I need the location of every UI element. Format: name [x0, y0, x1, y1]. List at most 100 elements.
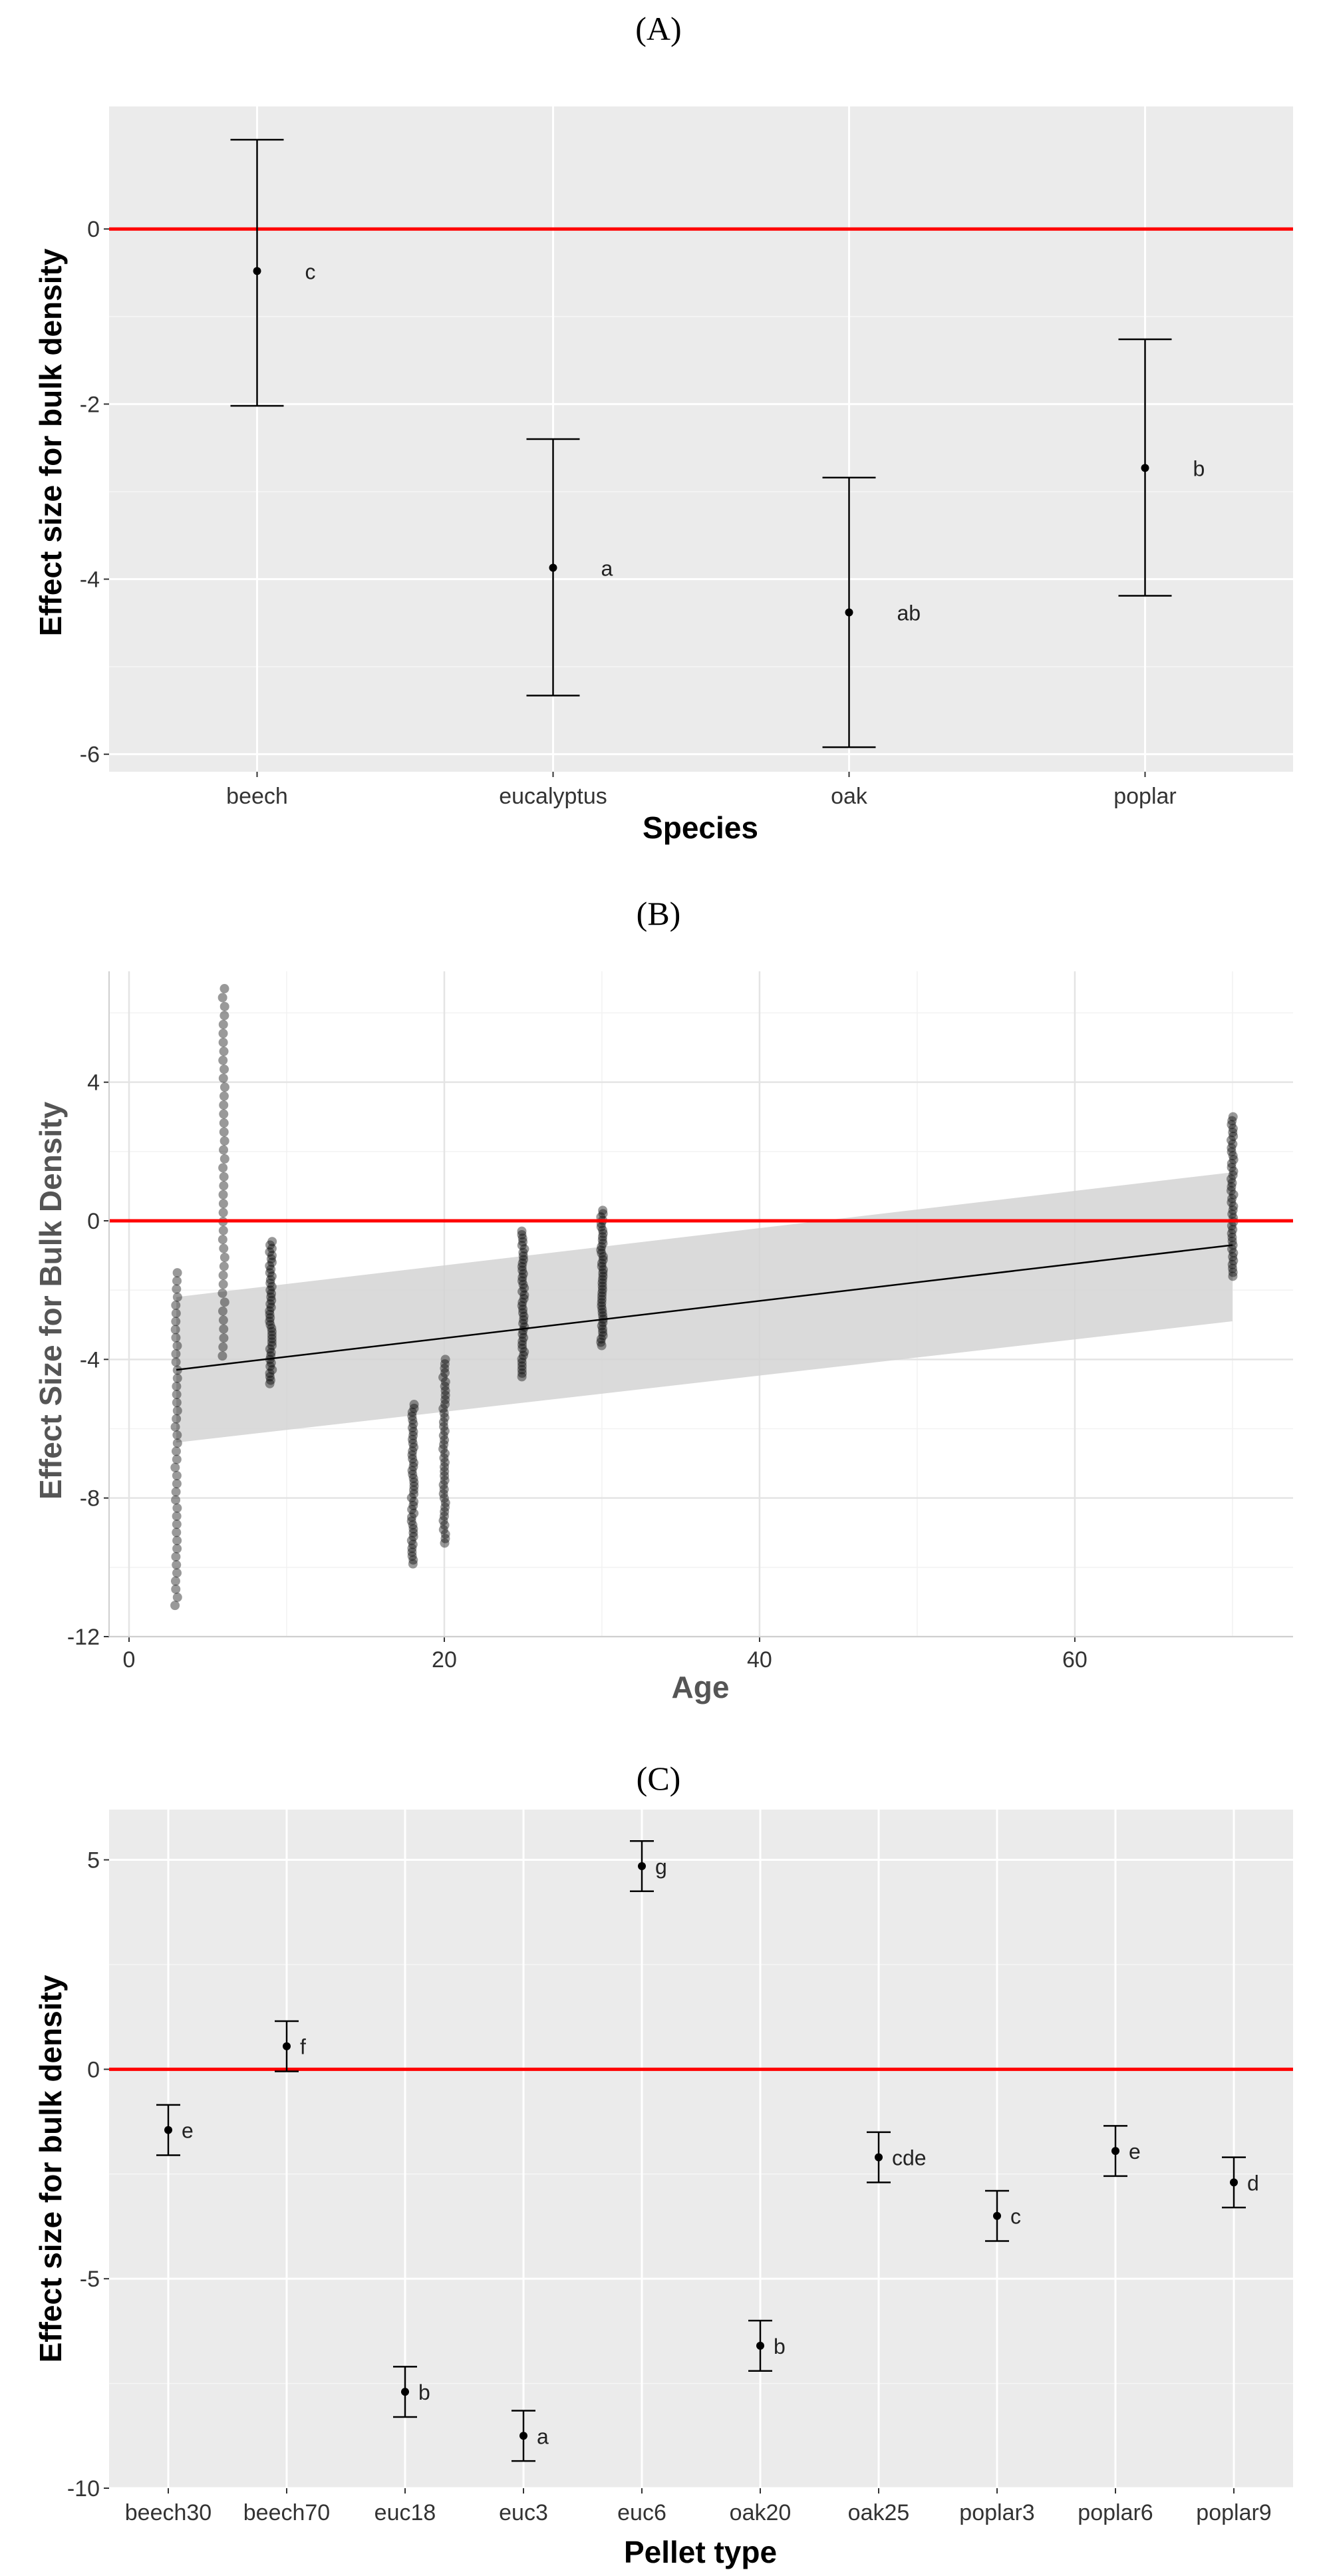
panel-b-data-point: [220, 1082, 229, 1092]
panel-b-data-point: [220, 1001, 229, 1011]
panel-b-data-point: [170, 1576, 180, 1586]
panel-b-data-point: [172, 1535, 182, 1545]
panel-b-data-point: [1228, 1170, 1238, 1180]
panel-b-data-point: [218, 1225, 228, 1235]
panel-c-x-tick-label: oak20: [730, 2500, 792, 2525]
panel-b-data-point: [170, 1601, 180, 1611]
panel-b-data-point: [407, 1423, 417, 1433]
panel-b-data-point: [517, 1358, 527, 1368]
panel-b-data-point: [219, 1145, 229, 1155]
panel-b-data-point: [1227, 1209, 1237, 1219]
panel-b-data-point: [1226, 1186, 1236, 1196]
panel-b-data-point: [172, 1454, 182, 1464]
panel-b-data-point: [266, 1347, 276, 1357]
panel-b-y-tick-label: -4: [80, 1347, 100, 1372]
panel-b-data-point: [438, 1525, 448, 1535]
panel-b-data-point: [408, 1474, 418, 1484]
panel-c-plot-background: [109, 1810, 1293, 2488]
panel-b-data-point: [598, 1268, 608, 1278]
panel-b-data-point: [597, 1258, 607, 1268]
panel-c-data-point: [283, 2042, 291, 2050]
panel-b-data-point: [596, 1334, 606, 1344]
panel-c-y-tick-label: 0: [87, 2057, 100, 2082]
panel-b-data-point: [408, 1430, 418, 1440]
panel-b-data-point: [172, 1520, 182, 1530]
panel-b-data-point: [1229, 1166, 1239, 1176]
panel-b-data-point: [172, 1438, 182, 1448]
panel-b-data-point: [597, 1275, 607, 1285]
panel-b-data-point: [267, 1257, 277, 1267]
panel-b-data-point: [597, 1301, 607, 1311]
panel-b-data-point: [172, 1560, 182, 1570]
panel-a-x-label: Species: [643, 810, 758, 845]
panel-b-data-point: [440, 1394, 450, 1404]
panel-b-data-point: [1229, 1248, 1239, 1258]
panel-b-data-point: [265, 1378, 275, 1388]
panel-a-x-tick-label: poplar: [1113, 784, 1177, 809]
panel-b-data-point: [408, 1470, 418, 1480]
panel-c-x-tick-label: euc6: [617, 2500, 666, 2525]
panel-b-data-point: [408, 1531, 418, 1541]
panel-b-data-point: [440, 1376, 450, 1386]
panel-a-y-tick-label: -2: [80, 392, 100, 417]
panel-b-x-tick-label: 20: [432, 1647, 457, 1673]
panel-b-data-point: [170, 1422, 180, 1432]
panel-b-data-point: [1228, 1271, 1238, 1281]
panel-b-data-point: [438, 1372, 448, 1382]
panel-b-data-point: [407, 1551, 417, 1561]
panel-b-data-point: [408, 1438, 418, 1448]
panel-b-data-point: [171, 1446, 181, 1456]
panel-b-data-point: [597, 1341, 607, 1351]
panel-b-data-point: [408, 1454, 418, 1464]
panel-b-data-point: [517, 1361, 527, 1371]
panel-b-data-point: [267, 1271, 277, 1281]
panel-b-data-point: [598, 1206, 608, 1215]
panel-c-x-tick-label: euc18: [374, 2500, 436, 2525]
panel-b-data-point: [171, 1487, 181, 1497]
panel-b-data-point: [440, 1498, 450, 1508]
panel-b-data-point: [171, 1495, 181, 1505]
panel-b-data-point: [439, 1422, 449, 1432]
panel-b-data-point: [265, 1275, 275, 1285]
panel-b-data-point: [440, 1448, 450, 1458]
panel-b-data-point: [597, 1285, 607, 1295]
panel-b-data-point: [439, 1440, 449, 1450]
panel-b-data-point: [265, 1261, 275, 1271]
panel-b-data-point: [517, 1258, 527, 1268]
panel-b-data-point: [597, 1261, 607, 1271]
panel-b-data-point: [171, 1309, 181, 1319]
panel-b-data-point: [517, 1329, 527, 1339]
panel-b-data-point: [171, 1349, 181, 1359]
panel-b-data-point: [1228, 1263, 1238, 1273]
panel-b-data-point: [519, 1347, 529, 1357]
panel-b-data-point: [265, 1375, 275, 1385]
panel-b-data-point: [408, 1500, 418, 1510]
panel-c-data-point: [401, 2388, 409, 2396]
panel-b-y-tick-label: 0: [87, 1209, 100, 1234]
panel-b-x-tick-label: 60: [1062, 1647, 1088, 1673]
panel-b-data-point: [265, 1320, 275, 1330]
panel-b-data-point: [440, 1466, 450, 1476]
panel-b-data-point: [1227, 1147, 1237, 1157]
panel-b-data-point: [218, 1306, 227, 1316]
panel-b-y-tick-label: -12: [67, 1625, 100, 1650]
panel-b-data-point: [439, 1494, 449, 1504]
panel-b-data-point: [1227, 1198, 1237, 1208]
panel-b-data-point: [439, 1453, 449, 1463]
panel-b-data-point: [517, 1276, 527, 1286]
panel-a-data-point: [845, 608, 853, 617]
panel-c-data-point: [638, 1862, 646, 1870]
panel-b-data-point: [219, 1091, 229, 1101]
panel-b-data-point: [598, 1324, 608, 1334]
panel-c-x-tick-label: poplar6: [1078, 2500, 1153, 2525]
panel-b-title: (B): [637, 895, 681, 932]
panel-b-data-point: [219, 1172, 229, 1182]
panel-c-data-point: [993, 2211, 1001, 2220]
panel-b-data-point: [408, 1524, 418, 1534]
panel-b-data-point: [1226, 1174, 1236, 1184]
panel-b-data-point: [219, 1046, 229, 1056]
panel-b-data-point: [517, 1229, 527, 1239]
panel-b-data-point: [267, 1337, 277, 1347]
panel-b-data-point: [265, 1306, 275, 1316]
panel-b-data-point: [440, 1435, 450, 1445]
